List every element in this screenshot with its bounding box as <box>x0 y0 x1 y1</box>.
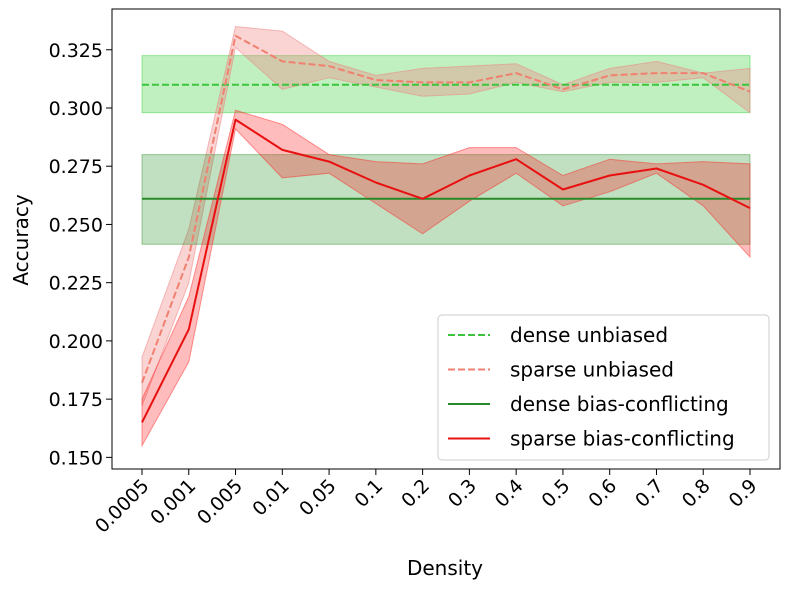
y-tick-label: 0.200 <box>49 331 103 353</box>
x-tick-label: 0.2 <box>397 475 434 512</box>
y-axis-label: Accuracy <box>9 194 33 285</box>
band-sparse-bias-conflicting <box>141 109 751 448</box>
x-axis-label: Density <box>407 556 483 580</box>
x-tick-label: 0.005 <box>193 475 247 529</box>
x-tick-label: 0.01 <box>248 475 293 520</box>
y-tick-label: 0.325 <box>49 40 103 62</box>
plot-frame <box>111 8 781 470</box>
legend: dense unbiased sparse unbiased dense bias-… <box>437 314 770 461</box>
legend-label-dense-unbiased: dense unbiased <box>510 323 668 347</box>
x-tick-label: 0.6 <box>584 475 621 512</box>
x-tick-label: 0.3 <box>444 475 481 512</box>
y-tick-label: 0.225 <box>49 273 103 295</box>
x-tick-label: 0.5 <box>538 475 575 512</box>
legend-label-sparse-unbiased: sparse unbiased <box>510 358 674 382</box>
x-tick-label: 0.8 <box>678 475 715 512</box>
band-sparse-unbiased <box>141 25 751 407</box>
y-tick-label: 0.300 <box>49 98 103 120</box>
x-tick-label: 0.4 <box>491 475 528 512</box>
x-tick-label: 0.0005 <box>91 475 154 538</box>
series-lines <box>141 34 751 423</box>
line-sparse-bias-conflicting <box>141 118 751 423</box>
x-tick-label: 0.1 <box>350 475 387 512</box>
legend-box <box>437 314 770 461</box>
legend-label-sparse-bias-conflicting: sparse bias-conflicting <box>510 427 735 451</box>
x-tick-label: 0.7 <box>631 475 668 512</box>
y-axis: 0.150 0.175 0.200 0.225 0.250 0.275 0.300 0.325 <box>49 40 112 469</box>
y-tick-label: 0.250 <box>49 214 103 236</box>
x-tick-label: 0.05 <box>295 475 340 520</box>
y-tick-label: 0.150 <box>49 447 103 469</box>
legend-label-dense-bias-conflicting: dense bias-conflicting <box>510 392 729 416</box>
x-tick-label: 0.001 <box>146 475 200 529</box>
x-tick-label: 0.9 <box>725 475 762 512</box>
y-tick-label: 0.175 <box>49 389 103 411</box>
y-tick-label: 0.275 <box>49 156 103 178</box>
